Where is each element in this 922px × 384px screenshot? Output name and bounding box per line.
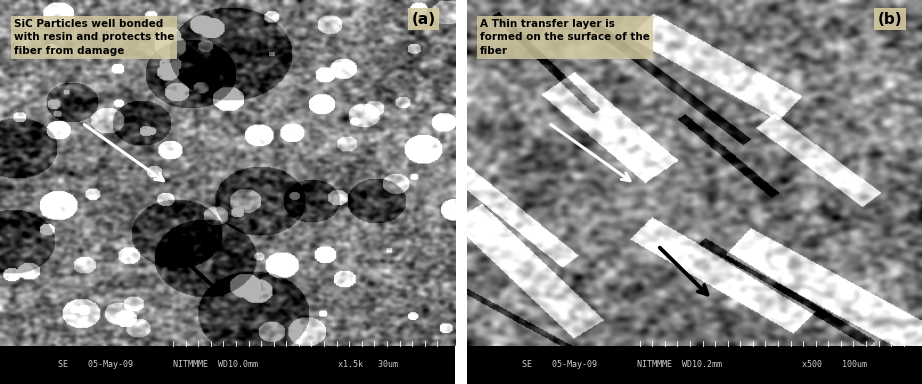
Text: SE    05-May-09        NITMMME  WD10.2mm                x500    100um: SE 05-May-09 NITMMME WD10.2mm x500 100um	[522, 360, 867, 369]
Bar	[0, 346, 455, 384]
Text: SE    05-May-09        NITMMME  WD10.0mm                x1.5k   30um: SE 05-May-09 NITMMME WD10.0mm x1.5k 30um	[58, 360, 397, 369]
Text: (b): (b)	[878, 12, 903, 26]
Text: SiC Particles well bonded
with resin and protects the
fiber from damage: SiC Particles well bonded with resin and…	[14, 19, 174, 56]
Text: (a): (a)	[411, 12, 436, 26]
Bar	[467, 346, 922, 384]
Text: A Thin transfer layer is
formed on the surface of the
fiber: A Thin transfer layer is formed on the s…	[480, 19, 650, 56]
